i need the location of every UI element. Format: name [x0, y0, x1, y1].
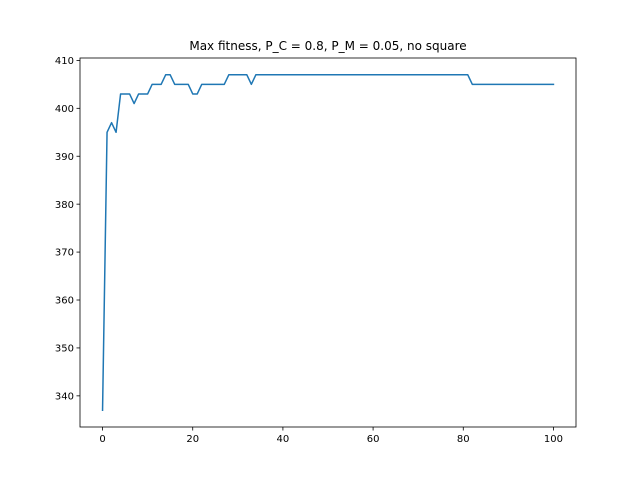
x-tick-label: 40 [277, 434, 290, 445]
x-tick-label: 100 [544, 434, 563, 445]
x-tick-label: 60 [367, 434, 380, 445]
y-tick-label: 410 [55, 56, 74, 67]
x-tick-label: 20 [186, 434, 199, 445]
series-line-0 [101, 74, 555, 411]
plot-area [101, 74, 555, 411]
axes-frame [79, 57, 577, 428]
y-tick-label: 380 [55, 200, 74, 211]
x-tick-label: 0 [99, 434, 105, 445]
y-tick-label: 400 [55, 104, 74, 115]
y-tick-label: 350 [55, 344, 74, 355]
y-tick-label: 370 [55, 248, 74, 259]
chart-title: Max fitness, P_C = 0.8, P_M = 0.05, no s… [189, 39, 466, 53]
y-tick-label: 390 [55, 152, 74, 163]
axes: 0 20 40 60 80 100 340 350 360 370 380 390 400 410 [55, 56, 577, 445]
y-tick-label: 340 [55, 391, 74, 402]
y-tick-label: 360 [55, 296, 74, 307]
x-tick-label: 80 [457, 434, 470, 445]
